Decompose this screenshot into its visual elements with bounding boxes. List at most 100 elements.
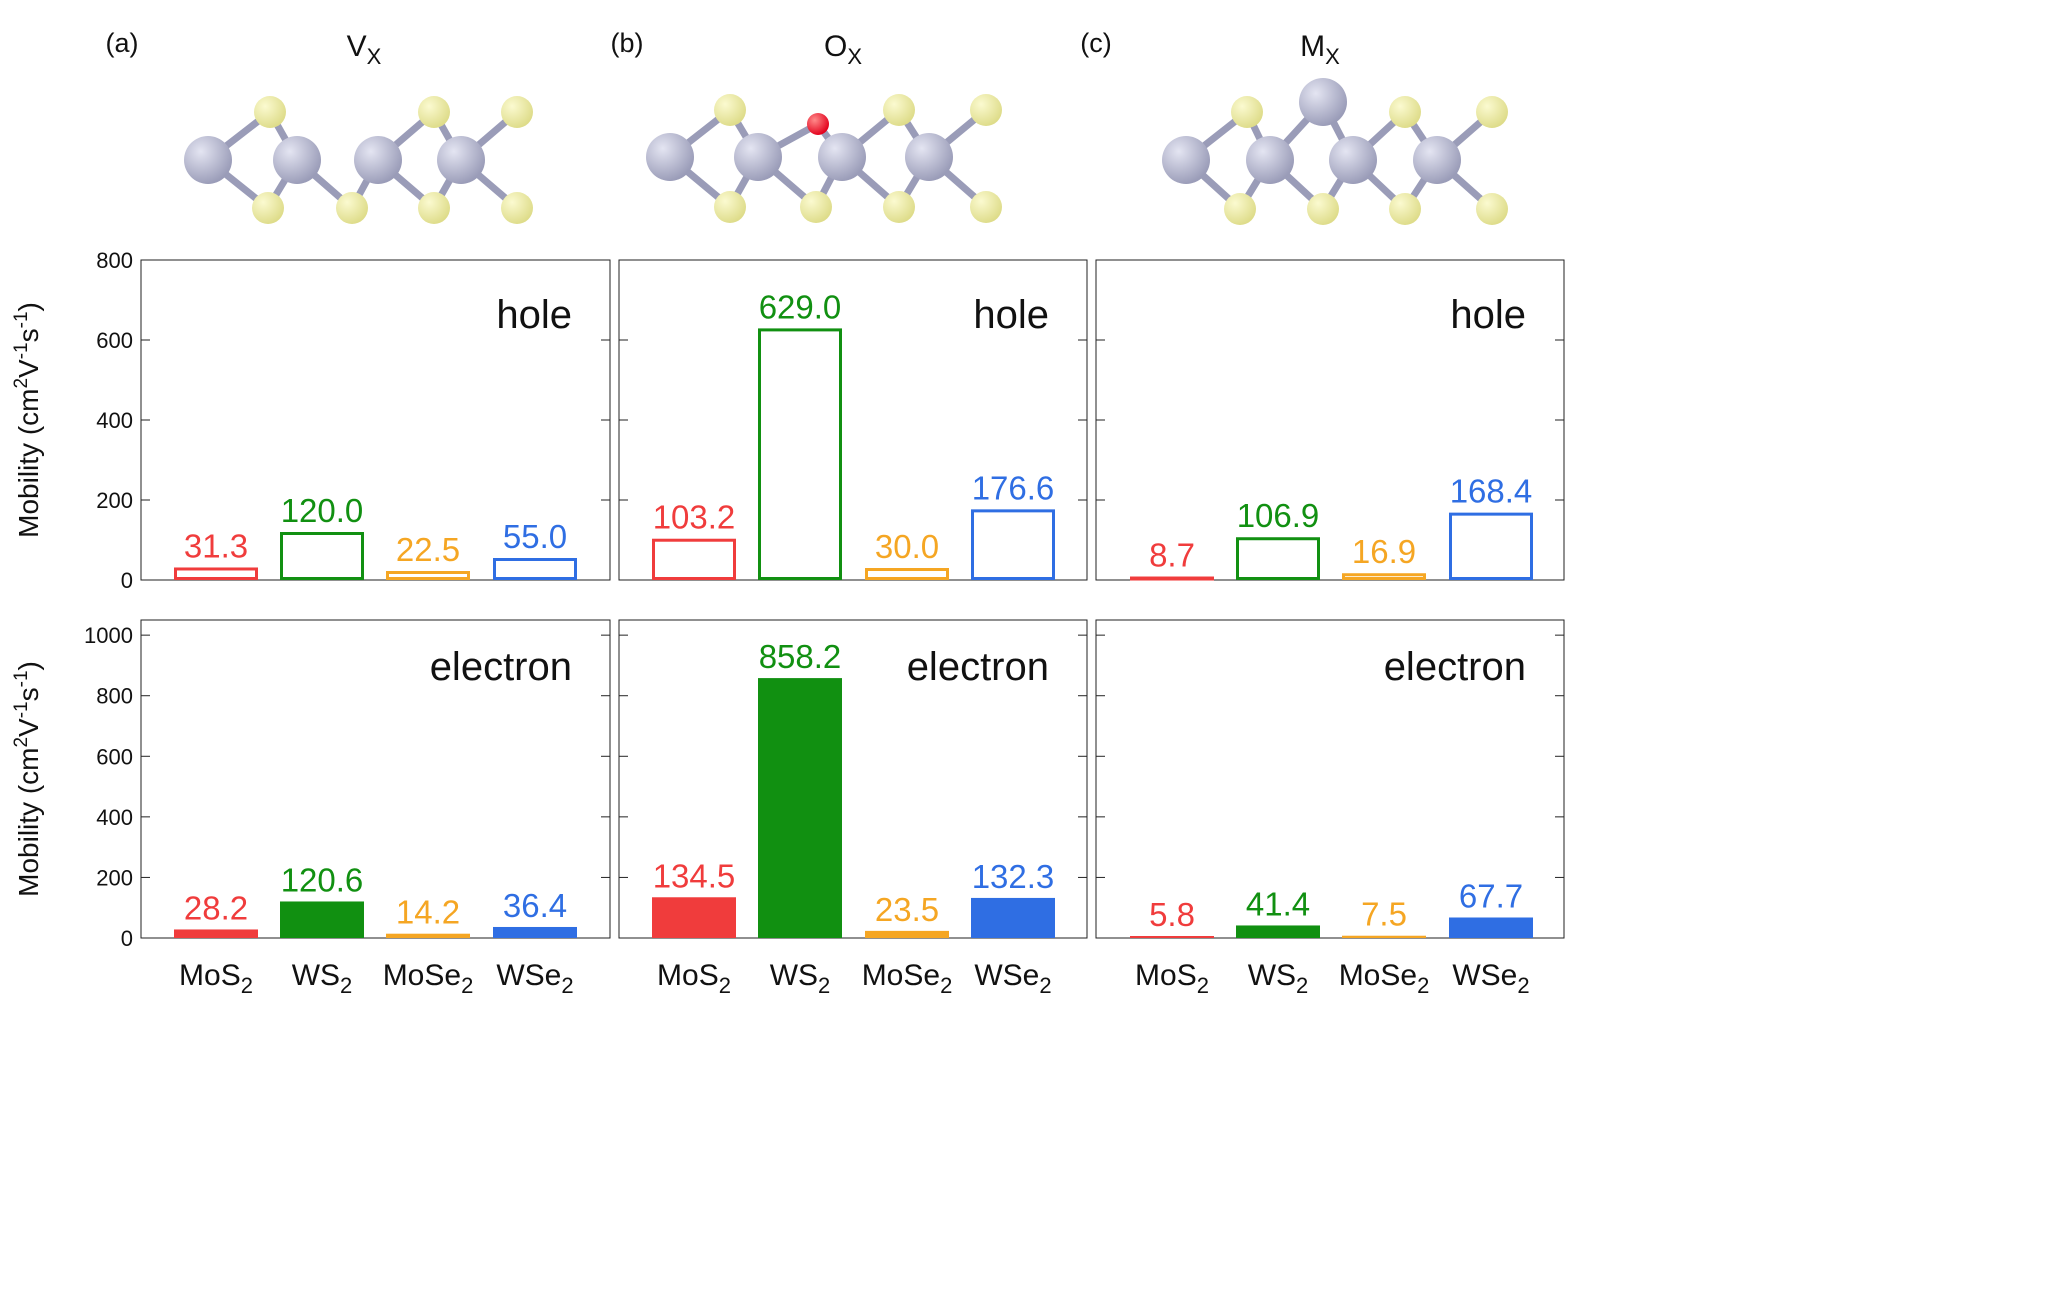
bar (1449, 917, 1533, 938)
panel-title: OX (824, 30, 862, 69)
y-tick-label: 0 (121, 568, 133, 593)
chalcogen-atom (714, 94, 746, 126)
chalcogen-atom (1476, 193, 1508, 225)
figure-canvas: (a) VX (b) OX (c) MX Mobility (cm2V-1s-1)Mobi… (11, 28, 1565, 998)
chalcogen-atom (714, 191, 746, 223)
metal-atom (354, 136, 402, 184)
carrier-label: electron (430, 645, 572, 689)
chalcogen-atom (800, 191, 832, 223)
data-label: 23.5 (875, 891, 939, 928)
chalcogen-atom (883, 191, 915, 223)
chalcogen-atom (254, 96, 286, 128)
plot-hole-c: hole 8.7 106.9 16.9 168.4 (1095, 259, 1565, 581)
bar (1130, 936, 1214, 938)
chalcogen-atom (883, 94, 915, 126)
bar (971, 509, 1055, 580)
bar (386, 571, 470, 580)
plot-frame (618, 619, 1088, 939)
x-tick-labels: MoS2 WS2 MoSe2 WSe2 MoS2 WS2 MoSe2 WSe2 MoS2 WS2 M… (179, 959, 1530, 998)
y-tick-label: 200 (96, 488, 133, 513)
y-tick-label: 200 (96, 865, 133, 890)
metal-atom (1162, 136, 1210, 184)
oxygen-atom (807, 113, 829, 135)
y-tick-label: 800 (96, 248, 133, 273)
panel-letter: (a) (106, 28, 139, 58)
x-tick-label: MoSe2 (1339, 959, 1430, 998)
data-label: 132.3 (972, 858, 1055, 895)
bar (865, 930, 949, 938)
plot-electron-c: electron 5.8 41.4 7.5 67.7 (1095, 619, 1565, 939)
bar (1236, 537, 1320, 580)
panel-title: VX (347, 30, 382, 69)
bar (1342, 573, 1426, 580)
panel-letter: (c) (1080, 28, 1111, 58)
bar (971, 897, 1055, 938)
x-tick-label: MoSe2 (862, 959, 953, 998)
data-label: 41.4 (1246, 885, 1310, 922)
metal-atom (905, 133, 953, 181)
bar (758, 678, 842, 938)
chalcogen-atom (1389, 193, 1421, 225)
x-tick-label: WSe2 (1452, 959, 1529, 998)
metal-atom (1329, 136, 1377, 184)
x-tick-label: MoS2 (179, 959, 253, 998)
x-tick-label: WSe2 (974, 959, 1051, 998)
y-tick-label: 1000 (84, 623, 133, 648)
bar (386, 933, 470, 938)
bar (174, 929, 258, 938)
chalcogen-atom (418, 192, 450, 224)
chalcogen-atom (970, 191, 1002, 223)
y-tick-label: 800 (96, 684, 133, 709)
bar (1130, 576, 1214, 581)
y-axis-label: Mobility (cm2V-1s-1) (11, 302, 44, 538)
data-label: 36.4 (503, 887, 567, 924)
data-label: 16.9 (1352, 533, 1416, 570)
bar (1236, 925, 1320, 938)
data-label: 55.0 (503, 518, 567, 555)
y-axis-labels: Mobility (cm2V-1s-1) Mobility (cm2V-1s-1) (11, 302, 44, 897)
y-tick-label: 0 (121, 926, 133, 951)
plot-electron-a: 0 200 400 600 800 1000 electron 28.2 120.6 14.2 36… (84, 619, 611, 951)
data-label: 5.8 (1149, 896, 1195, 933)
bar (493, 926, 577, 938)
bar (652, 897, 736, 938)
data-label: 67.7 (1459, 877, 1523, 914)
plot-hole-a: 0 200 400 600 800 hole 31.3 120.0 22.5 55.0 (96, 248, 611, 593)
x-tick-label: WSe2 (496, 959, 573, 998)
data-label: 176.6 (972, 469, 1055, 506)
metal-atom (818, 133, 866, 181)
bar (865, 568, 949, 580)
structure-b (646, 94, 1002, 223)
carrier-label: hole (496, 293, 572, 337)
carrier-label: hole (973, 293, 1049, 337)
chalcogen-atom (1307, 193, 1339, 225)
data-label: 168.4 (1450, 473, 1533, 510)
chalcogen-atom (1476, 96, 1508, 128)
x-tick-label: MoSe2 (383, 959, 474, 998)
bar (758, 328, 842, 580)
x-tick-label: WS2 (1248, 959, 1309, 998)
y-tick-label: 400 (96, 408, 133, 433)
data-label: 120.0 (281, 492, 364, 529)
bar (280, 532, 364, 580)
metal-atom (273, 136, 321, 184)
data-label: 7.5 (1361, 896, 1407, 933)
data-label: 8.7 (1149, 537, 1195, 574)
metal-atom (1413, 136, 1461, 184)
carrier-label: electron (907, 645, 1049, 689)
chalcogen-atom (1389, 96, 1421, 128)
bar (1342, 935, 1426, 938)
data-label: 28.2 (184, 889, 248, 926)
data-label: 30.0 (875, 528, 939, 565)
data-label: 858.2 (759, 638, 842, 675)
plot-frame (140, 619, 611, 939)
metal-atom (184, 136, 232, 184)
metal-atom (646, 133, 694, 181)
chalcogen-atom (1224, 193, 1256, 225)
chalcogen-atom (252, 192, 284, 224)
data-label: 14.2 (396, 894, 460, 931)
plot-frame (1095, 619, 1565, 939)
structure-a (184, 96, 533, 224)
bar (280, 901, 364, 938)
data-label: 120.6 (281, 861, 364, 898)
